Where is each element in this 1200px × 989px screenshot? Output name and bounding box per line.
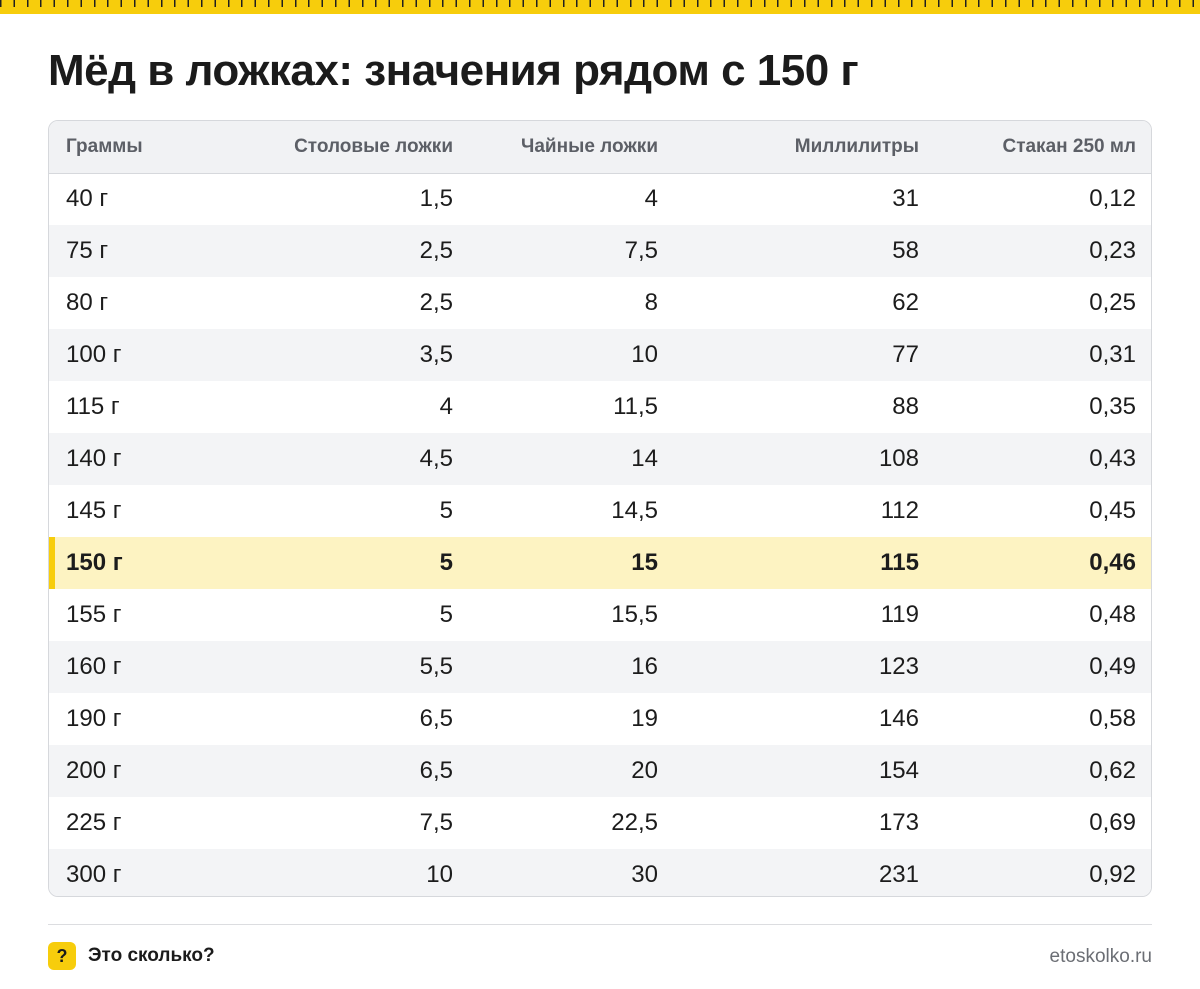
cell-grams: 140 г bbox=[66, 445, 122, 472]
cell-grams: 100 г bbox=[66, 341, 122, 368]
header-teaspoons: Чайные ложки bbox=[469, 121, 674, 174]
cell-teaspoons: 8 bbox=[644, 289, 658, 316]
cell-tablespoons: 6,5 bbox=[419, 757, 453, 784]
cell-glass: 0,46 bbox=[1089, 549, 1136, 576]
cell-tablespoons: 4,5 bbox=[419, 445, 453, 472]
cell-tablespoons: 5 bbox=[439, 549, 453, 576]
conversion-table: Граммы Столовые ложки Чайные ложки Милли… bbox=[49, 121, 1151, 896]
cell-glass: 0,69 bbox=[1089, 809, 1136, 836]
brand: ? Это сколько? bbox=[48, 942, 215, 970]
cell-teaspoons: 10 bbox=[631, 341, 658, 368]
table-row: 145 г 5 14,5 112 0,45 bbox=[49, 485, 1151, 537]
cell-milliliters: 88 bbox=[892, 393, 919, 420]
table-row: 300 г 10 30 231 0,92 bbox=[49, 849, 1151, 896]
cell-grams: 225 г bbox=[66, 809, 122, 836]
table-row: 80 г 2,5 8 62 0,25 bbox=[49, 277, 1151, 329]
table-row: 225 г 7,5 22,5 173 0,69 bbox=[49, 797, 1151, 849]
question-badge-icon: ? bbox=[48, 942, 76, 970]
cell-milliliters: 115 bbox=[880, 549, 919, 576]
cell-grams: 115 г bbox=[66, 393, 120, 420]
cell-glass: 0,25 bbox=[1089, 289, 1136, 316]
table-row: 155 г 5 15,5 119 0,48 bbox=[49, 589, 1151, 641]
cell-grams: 300 г bbox=[66, 861, 122, 888]
cell-milliliters: 31 bbox=[892, 185, 919, 213]
footer-divider bbox=[48, 924, 1152, 925]
cell-glass: 0,43 bbox=[1089, 445, 1136, 472]
cell-grams: 160 г bbox=[66, 653, 122, 680]
cell-grams: 40 г bbox=[66, 185, 109, 213]
table-row: 140 г 4,5 14 108 0,43 bbox=[49, 433, 1151, 485]
brand-name: Это сколько? bbox=[88, 945, 215, 966]
table-row: 115 г 4 11,5 88 0,35 bbox=[49, 381, 1151, 433]
conversion-table-card: Граммы Столовые ложки Чайные ложки Милли… bbox=[48, 120, 1152, 897]
cell-tablespoons: 3,5 bbox=[419, 341, 453, 368]
cell-teaspoons: 20 bbox=[631, 757, 658, 784]
header-milliliters: Миллилитры bbox=[674, 121, 935, 174]
cell-grams: 200 г bbox=[66, 757, 122, 784]
cell-tablespoons: 2,5 bbox=[419, 237, 453, 264]
cell-milliliters: 231 bbox=[878, 861, 919, 888]
cell-teaspoons: 15,5 bbox=[611, 601, 658, 628]
cell-teaspoons: 4 bbox=[644, 185, 658, 213]
cell-milliliters: 108 bbox=[878, 445, 919, 472]
table-row: 100 г 3,5 10 77 0,31 bbox=[49, 329, 1151, 381]
cell-milliliters: 62 bbox=[892, 289, 919, 316]
cell-tablespoons: 6,5 bbox=[419, 705, 453, 732]
cell-glass: 0,45 bbox=[1089, 497, 1136, 524]
cell-milliliters: 146 bbox=[878, 705, 919, 732]
cell-teaspoons: 22,5 bbox=[611, 809, 658, 836]
cell-milliliters: 154 bbox=[878, 757, 919, 784]
cell-teaspoons: 15 bbox=[631, 549, 658, 576]
page-title: Мёд в ложках: значения рядом с 150 г bbox=[48, 46, 859, 95]
cell-glass: 0,49 bbox=[1089, 653, 1136, 680]
table-row-highlighted: 150 г 5 15 115 0,46 bbox=[49, 537, 1151, 589]
header-grams: Граммы bbox=[49, 121, 229, 174]
cell-grams: 155 г bbox=[66, 601, 122, 628]
ruler-decoration bbox=[0, 0, 1200, 14]
cell-glass: 0,48 bbox=[1089, 601, 1136, 628]
cell-teaspoons: 11,5 bbox=[613, 393, 658, 420]
cell-teaspoons: 19 bbox=[631, 705, 658, 732]
cell-tablespoons: 5,5 bbox=[419, 653, 453, 680]
cell-tablespoons: 5 bbox=[439, 601, 453, 628]
cell-teaspoons: 30 bbox=[631, 861, 658, 888]
cell-grams: 80 г bbox=[66, 289, 109, 316]
cell-glass: 0,92 bbox=[1089, 861, 1136, 888]
header-glass: Стакан 250 мл bbox=[935, 121, 1151, 174]
cell-grams: 150 г bbox=[49, 537, 229, 589]
cell-grams: 190 г bbox=[66, 705, 122, 732]
cell-tablespoons: 10 bbox=[426, 861, 453, 888]
cell-tablespoons: 4 bbox=[439, 393, 453, 420]
cell-glass: 0,35 bbox=[1089, 393, 1136, 420]
cell-tablespoons: 5 bbox=[439, 497, 453, 524]
cell-milliliters: 112 bbox=[880, 497, 919, 524]
table-row: 190 г 6,5 19 146 0,58 bbox=[49, 693, 1151, 745]
cell-teaspoons: 7,5 bbox=[624, 237, 658, 264]
table-row: 40 г 1,5 4 31 0,12 bbox=[49, 173, 1151, 225]
cell-milliliters: 119 bbox=[880, 601, 919, 628]
table-row: 75 г 2,5 7,5 58 0,23 bbox=[49, 225, 1151, 277]
cell-milliliters: 173 bbox=[878, 809, 919, 836]
cell-teaspoons: 14 bbox=[631, 445, 658, 472]
cell-milliliters: 123 bbox=[878, 653, 919, 680]
cell-milliliters: 77 bbox=[892, 341, 919, 368]
cell-milliliters: 58 bbox=[892, 237, 919, 264]
cell-glass: 0,31 bbox=[1089, 341, 1136, 368]
cell-teaspoons: 16 bbox=[631, 653, 658, 680]
header-tablespoons: Столовые ложки bbox=[229, 121, 469, 174]
cell-grams: 145 г bbox=[66, 497, 122, 524]
site-url: etoskolko.ru bbox=[1049, 946, 1152, 967]
cell-tablespoons: 1,5 bbox=[419, 185, 453, 213]
cell-glass: 0,58 bbox=[1089, 705, 1136, 732]
cell-grams: 75 г bbox=[66, 237, 109, 264]
cell-tablespoons: 2,5 bbox=[419, 289, 453, 316]
cell-tablespoons: 7,5 bbox=[419, 809, 453, 836]
cell-glass: 0,12 bbox=[1089, 185, 1136, 213]
table-row: 160 г 5,5 16 123 0,49 bbox=[49, 641, 1151, 693]
table-header-row: Граммы Столовые ложки Чайные ложки Милли… bbox=[49, 121, 1151, 174]
cell-glass: 0,62 bbox=[1089, 757, 1136, 784]
cell-teaspoons: 14,5 bbox=[611, 497, 658, 524]
table-row: 200 г 6,5 20 154 0,62 bbox=[49, 745, 1151, 797]
cell-glass: 0,23 bbox=[1089, 237, 1136, 264]
